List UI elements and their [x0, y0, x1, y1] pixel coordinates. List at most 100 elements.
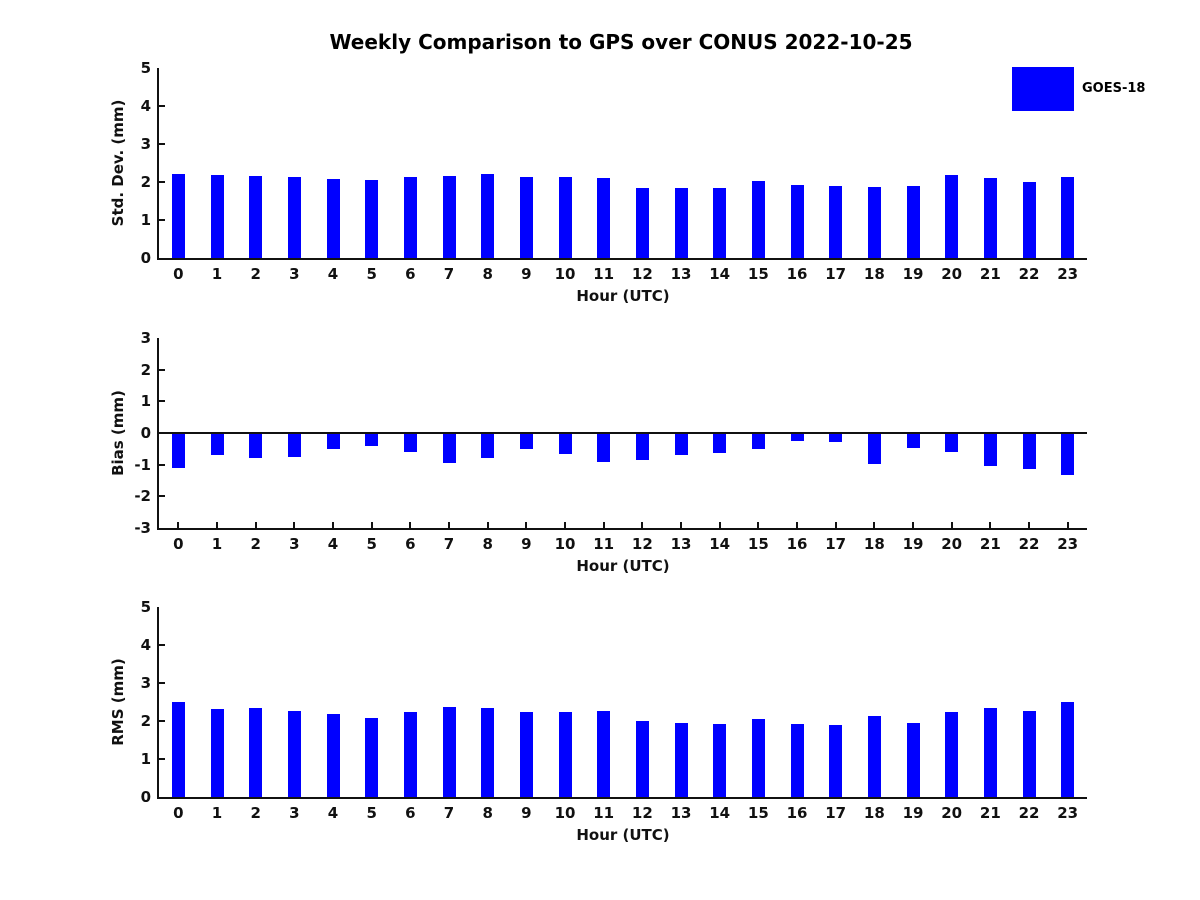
bar-hour-16 — [790, 433, 804, 441]
x-tick-label: 8 — [482, 535, 493, 553]
x-tick-label: 4 — [327, 265, 339, 283]
bar-hour-17 — [829, 725, 843, 797]
bar-hour-7 — [442, 706, 456, 797]
bar-hour-12 — [635, 433, 649, 460]
y-tick-mark — [159, 368, 165, 371]
bar-hour-17 — [829, 186, 843, 258]
x-axis-label: Hour (UTC) — [576, 557, 670, 575]
x-tick-label: 11 — [593, 535, 615, 553]
x-tick-label: 6 — [405, 265, 416, 283]
bar-hour-13 — [674, 188, 688, 258]
zero-line — [159, 432, 1087, 434]
bar-hour-23 — [1061, 177, 1075, 258]
x-tick-label: 6 — [405, 804, 416, 822]
bar-hour-16 — [790, 723, 804, 797]
bar-hour-18 — [867, 716, 881, 797]
x-tick-mark — [254, 522, 257, 528]
x-tick-label: 19 — [902, 265, 924, 283]
bar-hour-7 — [442, 175, 456, 258]
x-tick-label: 3 — [289, 804, 300, 822]
y-tick-mark — [159, 105, 165, 107]
y-tick-mark — [159, 143, 165, 145]
x-tick-mark — [950, 522, 953, 528]
x-tick-label: 2 — [250, 804, 261, 822]
x-tick-mark — [873, 522, 876, 528]
bar-hour-23 — [1061, 433, 1075, 476]
x-tick-label: 8 — [482, 265, 493, 283]
bar-hour-6 — [403, 433, 417, 452]
y-tick-mark — [159, 682, 165, 684]
x-tick-label: 1 — [211, 804, 223, 822]
bar-hour-0 — [171, 433, 185, 469]
legend-label: GOES-18 — [1082, 81, 1146, 96]
bar-hour-20 — [945, 433, 959, 453]
bar-hour-15 — [751, 181, 765, 258]
y-tick-label: 3 — [140, 329, 151, 347]
bar-hour-0 — [171, 173, 185, 258]
x-tick-label: 22 — [1018, 265, 1040, 283]
x-tick-label: 19 — [902, 535, 924, 553]
bar-hour-12 — [635, 721, 649, 797]
x-tick-label: 14 — [709, 265, 731, 283]
bar-hour-15 — [751, 718, 765, 797]
bar-hour-6 — [403, 177, 417, 258]
y-tick-label: 3 — [140, 135, 151, 153]
bar-hour-15 — [751, 433, 765, 449]
y-tick-label: 2 — [140, 173, 151, 191]
x-tick-label: 5 — [366, 265, 377, 283]
x-tick-label: 18 — [863, 804, 885, 822]
bar-hour-11 — [597, 178, 611, 258]
x-tick-mark — [912, 522, 914, 528]
x-tick-label: 12 — [631, 265, 653, 283]
x-tick-label: 7 — [443, 535, 455, 553]
bar-hour-12 — [635, 188, 649, 258]
x-tick-label: 6 — [405, 535, 416, 553]
bar-hour-10 — [558, 712, 572, 797]
bar-hour-22 — [1022, 710, 1036, 797]
x-tick-label: 7 — [443, 804, 455, 822]
bar-hour-22 — [1022, 182, 1036, 258]
y-tick-mark — [159, 758, 165, 760]
bar-hour-4 — [326, 714, 340, 797]
x-tick-label: 16 — [786, 265, 808, 283]
bar-hour-16 — [790, 185, 804, 258]
x-tick-mark — [757, 522, 760, 528]
x-axis-label: Hour (UTC) — [576, 826, 670, 844]
bar-hour-19 — [906, 433, 920, 449]
bar-hour-17 — [829, 433, 843, 442]
bar-hour-10 — [558, 433, 572, 454]
x-tick-label: 4 — [327, 804, 339, 822]
bar-hour-14 — [713, 188, 727, 258]
x-tick-mark — [332, 522, 334, 528]
bar-hour-4 — [326, 178, 340, 258]
y-tick-label: -1 — [134, 455, 151, 474]
bar-hour-18 — [867, 433, 881, 465]
x-tick-label: 5 — [366, 804, 377, 822]
std-dev-chart: 0 1 2 3 4 5 0 1 2 3 4 5 6 7 8 9 10 11 12 13 14 15 16 17 18 19 20 21… — [109, 59, 1087, 305]
x-tick-label: 9 — [521, 804, 532, 822]
x-tick-label: 21 — [979, 535, 1001, 553]
bar-hour-22 — [1022, 433, 1036, 469]
x-tick-mark — [370, 522, 373, 528]
x-tick-label: 0 — [173, 804, 184, 822]
x-tick-label: 10 — [554, 265, 576, 283]
x-tick-label: 1 — [211, 535, 223, 553]
bar-hour-21 — [983, 433, 997, 466]
x-tick-label: 4 — [327, 535, 339, 553]
rms-chart: 0 1 2 3 4 5 0 1 2 3 4 5 6 7 8 9 10 11 12 13 14 15 16 17 18 19 20 21… — [109, 598, 1087, 844]
bar-hour-9 — [519, 177, 533, 258]
bar-hour-8 — [481, 707, 495, 797]
x-tick-label: 0 — [173, 265, 184, 283]
bias-chart: -3 -2 -1 0 1 2 3 0 1 2 3 4 5 6 7 8 9 10 11 12 13 14 15 16 17 18 19… — [109, 329, 1087, 575]
y-tick-mark — [159, 181, 165, 183]
x-tick-label: 11 — [593, 804, 615, 822]
bar-hour-3 — [287, 710, 301, 797]
x-tick-label: 9 — [521, 265, 532, 283]
bar-hour-2 — [249, 708, 263, 797]
y-tick-label: 0 — [140, 424, 151, 442]
x-tick-mark — [525, 522, 528, 528]
x-tick-mark — [718, 522, 721, 528]
bar-hour-3 — [287, 177, 301, 258]
bar-hour-6 — [403, 712, 417, 797]
